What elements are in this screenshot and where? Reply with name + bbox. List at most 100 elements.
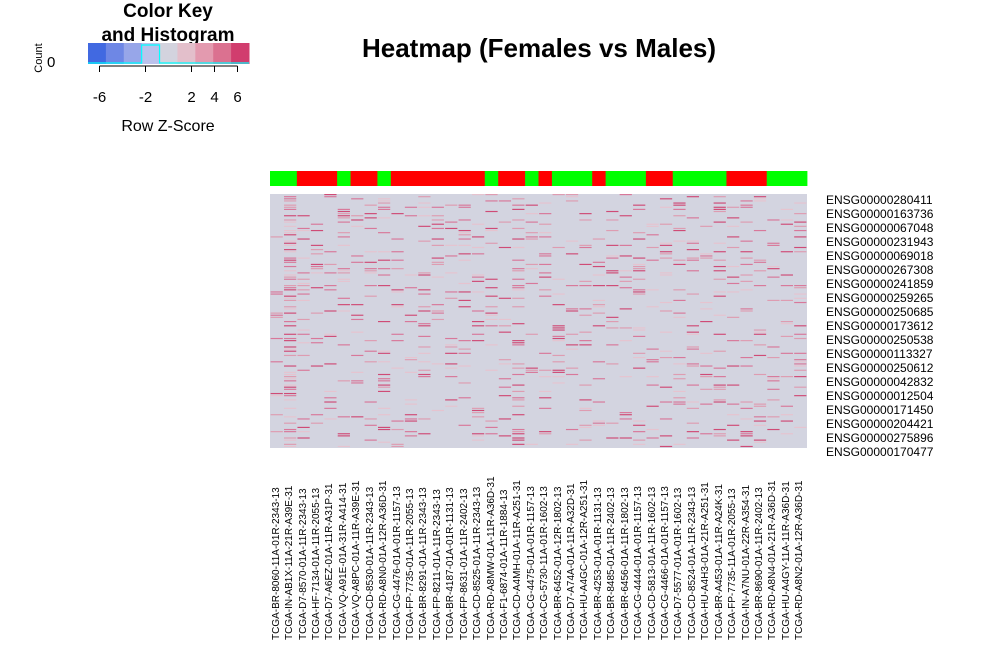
- heatmap-cell: [310, 244, 324, 246]
- heatmap-cell: [552, 337, 565, 340]
- heatmap-cell: [471, 246, 485, 249]
- heatmap-cell: [713, 202, 726, 204]
- heatmap-cell: [485, 312, 498, 314]
- heatmap-cell: [525, 204, 538, 206]
- heatmap-cell: [780, 321, 793, 323]
- heatmap-cell: [431, 238, 444, 240]
- heatmap-cell: [713, 333, 726, 335]
- heatmap-cell: [310, 342, 324, 344]
- heatmap-cell: [767, 416, 780, 418]
- heatmap-cell: [727, 365, 740, 367]
- heatmap-cell: [284, 297, 297, 299]
- heatmap-cell: [525, 369, 538, 371]
- heatmap-cell: [512, 367, 525, 369]
- heatmap-cell: [740, 340, 753, 342]
- heatmap-cell: [552, 340, 565, 342]
- group-color-bar: [270, 171, 808, 186]
- heatmap-cell: [633, 208, 646, 210]
- heatmap-cell: [498, 378, 512, 380]
- color-key-tick-label: -2: [138, 89, 153, 106]
- heatmap-cell: [498, 359, 512, 361]
- heatmap-cell: [337, 270, 350, 272]
- column-label: TCGA-CG-5730-11A-01R-1602-13: [539, 486, 551, 640]
- heatmap-cell: [404, 420, 418, 422]
- heatmap-cell: [673, 289, 686, 291]
- heatmap-cell: [659, 242, 673, 244]
- heatmap-cell: [498, 395, 512, 397]
- heatmap-cell: [270, 314, 283, 316]
- heatmap-cell: [418, 293, 431, 295]
- column-label: TCGA-FP-8631-01A-11R-2402-13: [458, 488, 470, 640]
- heatmap-cell: [310, 229, 324, 232]
- heatmap-cell: [539, 232, 552, 234]
- heatmap-cell: [794, 386, 807, 388]
- heatmap-cell: [418, 225, 431, 227]
- heatmap-cell: [539, 253, 552, 255]
- heatmap-cell: [498, 418, 512, 420]
- heatmap-cell: [686, 333, 699, 335]
- column-label: TCGA-BR-8485-01A-11R-2402-13: [606, 487, 618, 640]
- heatmap-cell: [592, 325, 606, 327]
- heatmap-cell: [606, 316, 619, 318]
- heatmap-cell: [270, 431, 283, 433]
- heatmap-cell: [794, 361, 807, 363]
- heatmap-cell: [391, 291, 404, 293]
- column-label: TCGA-D7-8570-01A-11R-2343-13: [297, 488, 309, 640]
- heatmap-cell: [565, 373, 579, 376]
- heatmap-cell: [310, 414, 324, 416]
- heatmap-cell: [579, 285, 592, 287]
- heatmap-cell: [565, 443, 579, 445]
- heatmap-cell: [579, 340, 592, 342]
- heatmap-cell: [727, 340, 740, 342]
- heatmap-cell: [552, 325, 565, 327]
- heatmap-cell: [364, 227, 377, 230]
- heatmap-cell: [378, 200, 391, 202]
- heatmap-cell: [633, 329, 646, 331]
- heatmap-cell: [391, 238, 404, 240]
- group-cell-female: [793, 171, 808, 186]
- heatmap-cell: [351, 219, 364, 221]
- heatmap-cell: [552, 354, 565, 357]
- heatmap-cell: [284, 388, 297, 390]
- heatmap-cell: [445, 244, 458, 246]
- heatmap-cell: [324, 397, 337, 399]
- heatmap-cell: [445, 255, 458, 257]
- heatmap-cell: [378, 274, 391, 276]
- heatmap-cell: [391, 304, 404, 306]
- heatmap-cell: [364, 439, 377, 441]
- heatmap-cell: [364, 217, 377, 219]
- heatmap-cell: [740, 280, 753, 282]
- row-label: ENSG00000204421: [826, 417, 934, 431]
- heatmap-cell: [740, 407, 753, 409]
- heatmap-cell: [700, 257, 713, 259]
- heatmap-cell: [351, 255, 364, 257]
- heatmap-cell: [525, 238, 538, 240]
- heatmap-cell: [700, 253, 713, 255]
- heatmap-cell: [727, 424, 740, 426]
- heatmap-cell: [565, 196, 579, 198]
- column-label: TCGA-VQ-A91E-01A-31R-A414-31: [337, 482, 349, 640]
- heatmap-cell: [512, 285, 525, 287]
- heatmap-cell: [458, 282, 471, 285]
- group-cell-female: [672, 171, 687, 186]
- heatmap-cell: [431, 310, 444, 312]
- heatmap-cell: [297, 282, 310, 285]
- heatmap-cell: [458, 253, 471, 255]
- heatmap-cell: [659, 244, 673, 246]
- group-cell-female: [283, 171, 298, 186]
- heatmap-cell: [646, 259, 659, 261]
- heatmap-cell: [498, 246, 512, 249]
- heatmap-cell: [297, 238, 310, 240]
- heatmap-cell: [673, 227, 686, 230]
- heatmap-cell: [592, 306, 606, 308]
- heatmap-cell: [753, 229, 767, 232]
- heatmap-cell: [592, 299, 606, 301]
- heatmap-cell: [767, 428, 780, 431]
- heatmap-cell: [633, 420, 646, 422]
- heatmap-cell: [740, 310, 753, 312]
- heatmap-cell: [310, 253, 324, 255]
- heatmap-cell: [284, 229, 297, 232]
- color-key-tick-label: 4: [210, 89, 219, 106]
- heatmap-cell: [606, 363, 619, 365]
- heatmap-cell: [753, 420, 767, 422]
